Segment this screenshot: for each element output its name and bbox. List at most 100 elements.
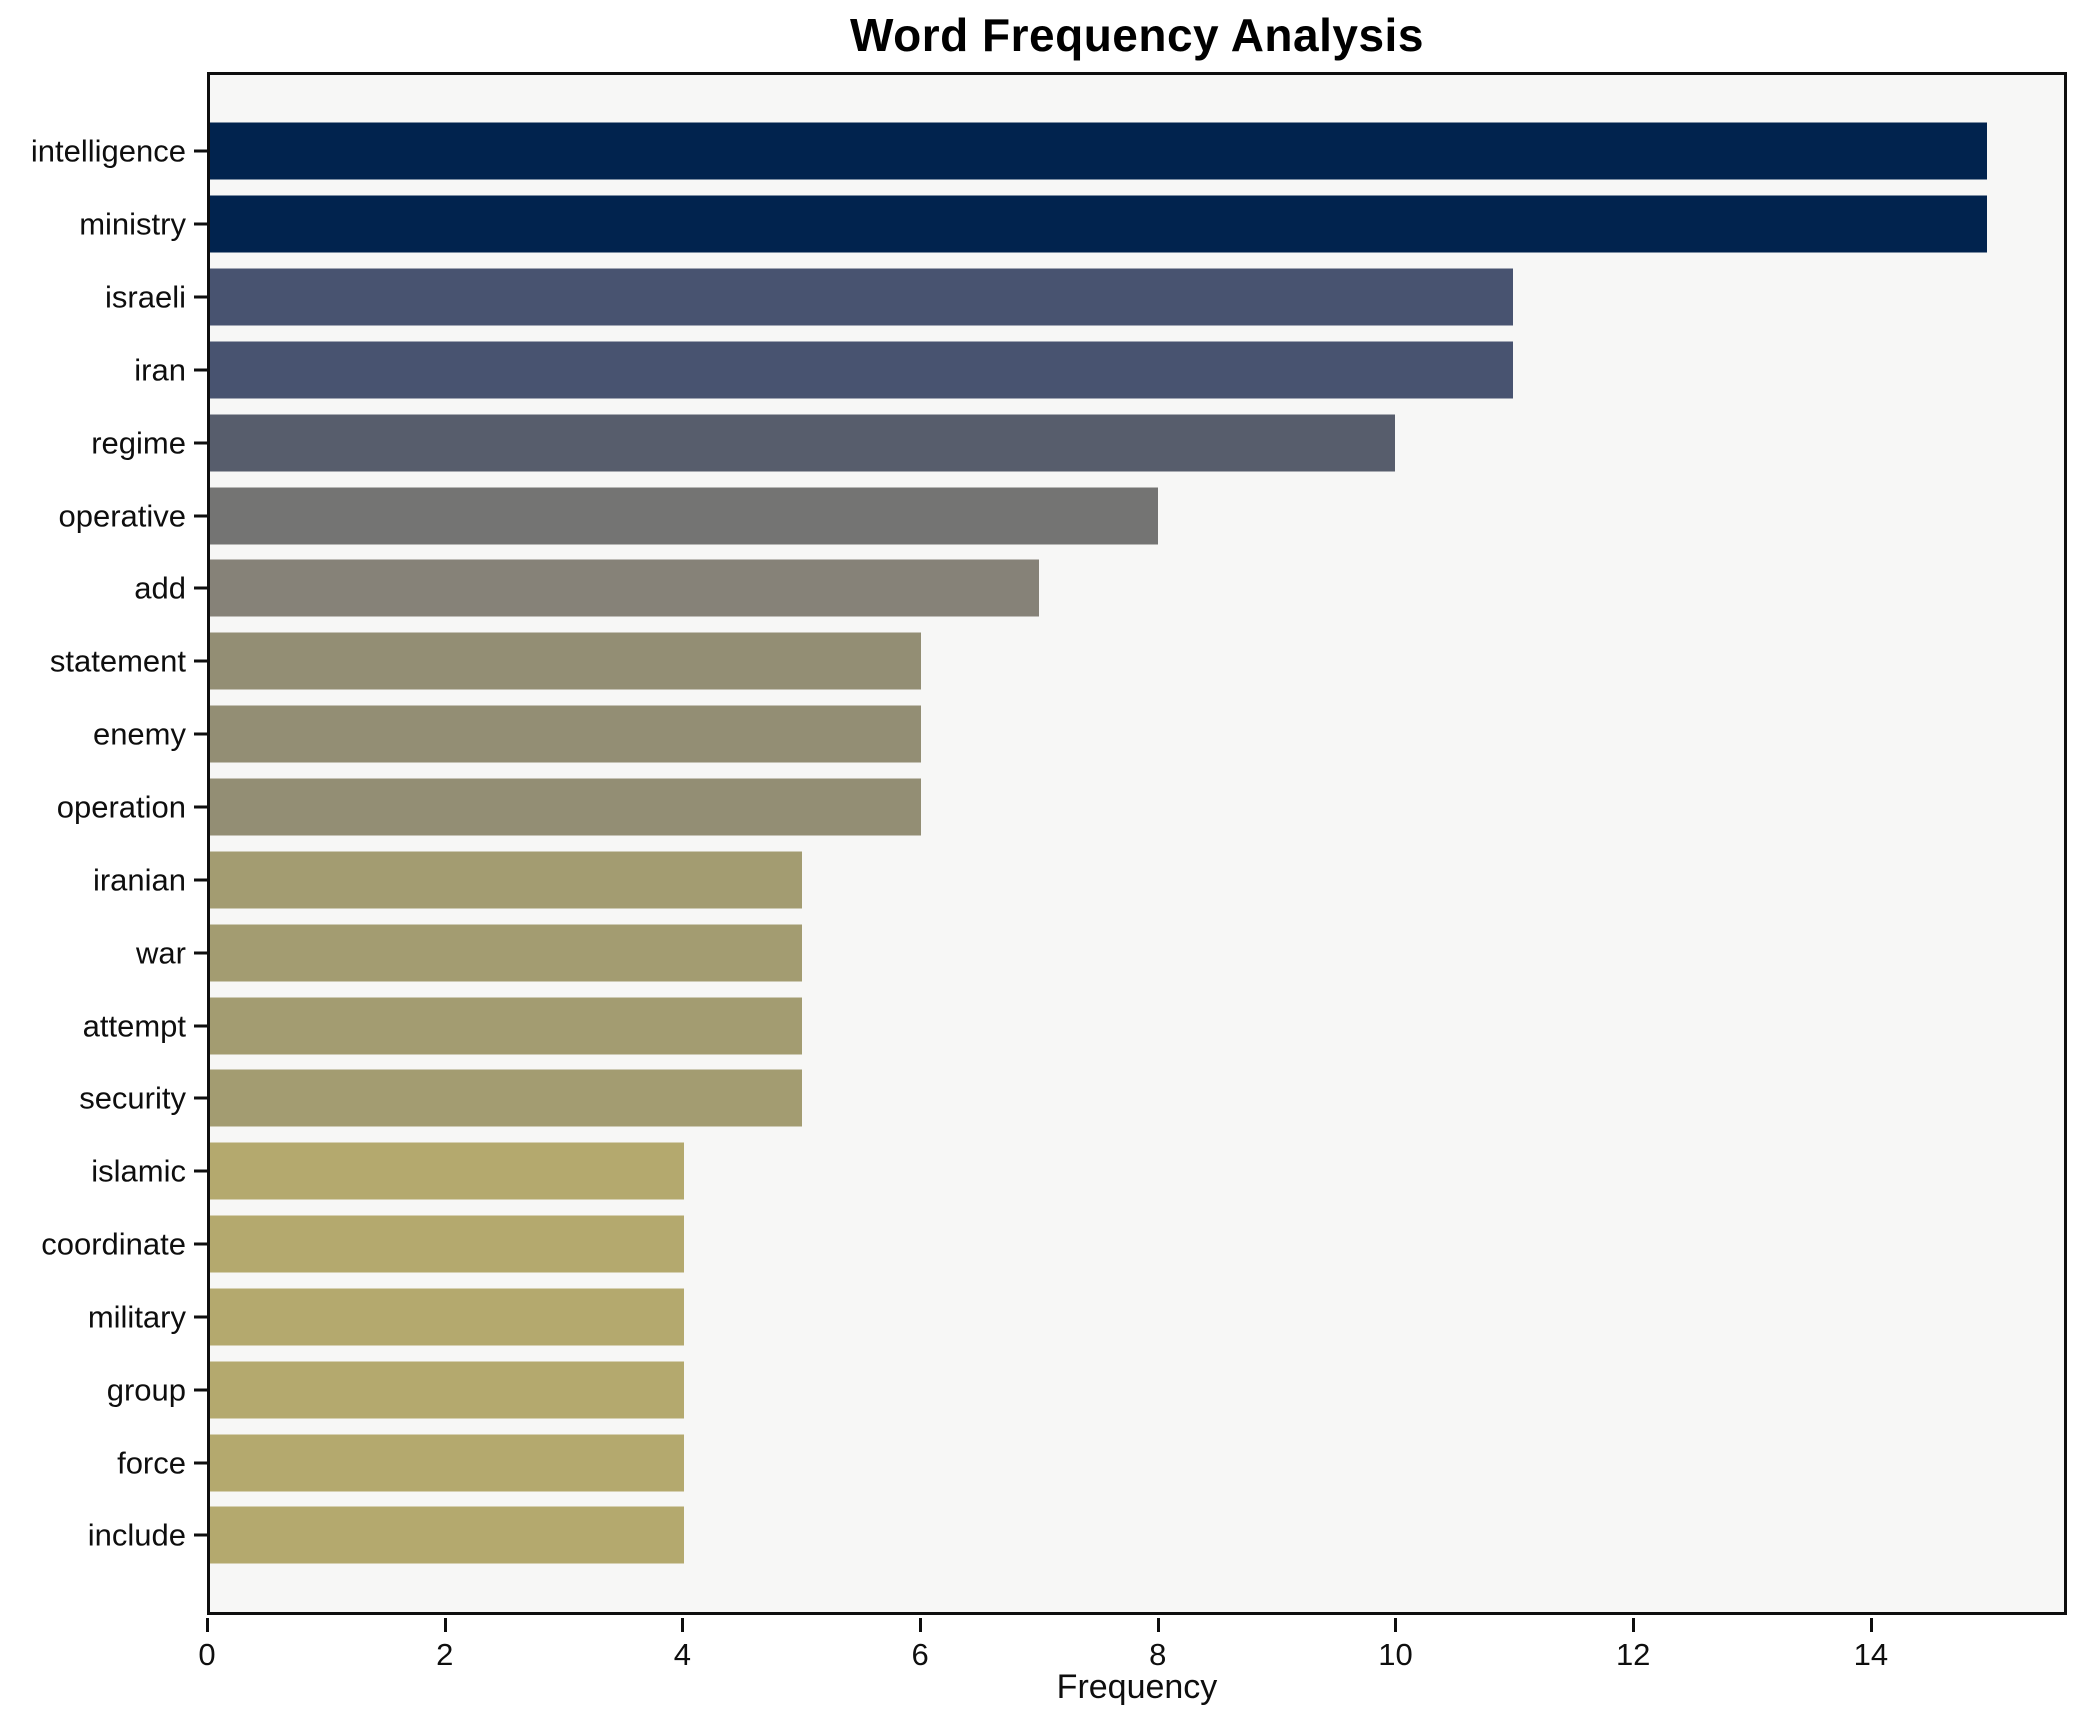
bar: [210, 1434, 684, 1492]
y-tick-label: operation: [56, 789, 186, 825]
bar: [210, 559, 1040, 617]
y-tick-label: war: [136, 935, 186, 971]
y-tick-mark: [194, 514, 207, 518]
x-tick-mark: [443, 1618, 447, 1632]
y-tick-label: include: [87, 1517, 186, 1553]
y-tick-label: intelligence: [30, 133, 186, 169]
bar-row: military: [88, 1281, 2064, 1354]
x-tick-label: 14: [1853, 1637, 1889, 1672]
y-tick-mark: [194, 805, 207, 809]
bar: [210, 632, 921, 690]
y-tick-label: iranian: [92, 862, 186, 898]
bar: [210, 1142, 684, 1200]
chart-title: Word Frequency Analysis: [850, 9, 1424, 61]
y-tick-mark: [194, 1388, 207, 1392]
y-tick-label: attempt: [82, 1008, 186, 1044]
y-tick-label: coordinate: [41, 1226, 186, 1262]
bar: [210, 1215, 684, 1273]
bar: [210, 487, 1158, 545]
bar: [210, 414, 1395, 472]
y-tick-mark: [194, 1242, 207, 1246]
y-tick-label: enemy: [92, 716, 186, 752]
bar-row: group: [107, 1353, 2064, 1426]
y-tick-mark: [194, 1533, 207, 1537]
y-tick-mark: [194, 1096, 207, 1100]
bar: [210, 1288, 684, 1346]
bar: [210, 778, 921, 836]
y-tick-mark: [194, 222, 207, 226]
y-tick-mark: [194, 878, 207, 882]
y-tick-mark: [194, 951, 207, 955]
bar: [210, 705, 921, 763]
bar-row: iran: [134, 334, 2064, 407]
y-tick-label: iran: [134, 352, 186, 388]
bar: [210, 997, 803, 1055]
x-tick-label: 6: [911, 1637, 929, 1672]
x-tick-label: 4: [673, 1637, 692, 1672]
bar-row: attempt: [83, 989, 2064, 1062]
bar-row: regime: [91, 406, 2064, 479]
bar: [210, 1069, 803, 1127]
y-tick-label: add: [134, 570, 186, 606]
y-tick-mark: [194, 732, 207, 736]
bar: [210, 1506, 684, 1564]
bar: [210, 268, 1514, 326]
x-tick-mark: [1156, 1618, 1160, 1632]
bar-row: enemy: [93, 698, 2064, 771]
x-axis: 0 2 4 6 8 10 12 14: [198, 1615, 2067, 1705]
y-tick-mark: [194, 1461, 207, 1465]
y-tick-label: statement: [49, 643, 186, 679]
x-tick-mark: [206, 1618, 209, 1632]
y-tick-mark: [194, 441, 207, 445]
x-tick-label: 12: [1615, 1637, 1651, 1672]
bar: [210, 195, 1987, 253]
y-tick-label: force: [117, 1445, 186, 1481]
bar: [210, 924, 803, 982]
y-tick-mark: [194, 586, 207, 590]
bar: [210, 122, 1987, 180]
x-tick-label: 8: [1149, 1637, 1167, 1672]
y-tick-mark: [194, 1315, 207, 1319]
y-tick-label: military: [87, 1299, 186, 1335]
x-tick-mark: [1869, 1618, 1873, 1632]
bar: [210, 1361, 684, 1419]
bar-row: coordinate: [41, 1208, 2064, 1281]
y-tick-mark: [194, 1169, 207, 1173]
bar-row: war: [136, 916, 2064, 989]
bar-row: statement: [50, 625, 2064, 698]
y-tick-mark: [194, 1024, 207, 1028]
y-tick-label: ministry: [79, 206, 186, 242]
x-axis-label: Frequency: [1056, 1668, 1218, 1706]
bar: [210, 341, 1514, 399]
bar-row: add: [134, 552, 2064, 625]
plot-area: intelligence ministry israeli iran regime ope…: [31, 72, 2067, 1615]
bars-area: intelligence ministry israeli iran regime ope…: [31, 115, 2064, 1572]
bar-row: operation: [57, 771, 2064, 844]
bar-row: iranian: [93, 843, 2064, 916]
y-tick-label: security: [79, 1080, 186, 1116]
x-tick-mark: [919, 1618, 923, 1632]
x-tick-mark: [1632, 1618, 1636, 1632]
y-tick-label: israeli: [105, 279, 186, 315]
x-tick-label: 0: [198, 1637, 216, 1672]
y-tick-mark: [194, 149, 207, 153]
y-tick-label: operative: [58, 498, 186, 534]
y-tick-label: islamic: [91, 1153, 186, 1189]
x-tick-mark: [1394, 1618, 1398, 1632]
bar-row: force: [117, 1426, 2064, 1499]
bar-row: operative: [58, 479, 2064, 552]
y-tick-mark: [194, 295, 207, 299]
y-tick-label: group: [106, 1372, 186, 1408]
bar-row: include: [88, 1499, 2064, 1572]
x-tick-mark: [681, 1618, 685, 1632]
x-tick-label: 2: [436, 1637, 454, 1672]
bar-row: intelligence: [31, 115, 2064, 188]
y-tick-mark: [194, 659, 207, 663]
bar-row: ministry: [79, 188, 2064, 261]
bar: [210, 851, 803, 909]
x-tick-label: 10: [1378, 1637, 1413, 1672]
bar-row: israeli: [105, 261, 2064, 334]
bar-row: islamic: [91, 1135, 2064, 1208]
y-tick-mark: [194, 368, 207, 372]
